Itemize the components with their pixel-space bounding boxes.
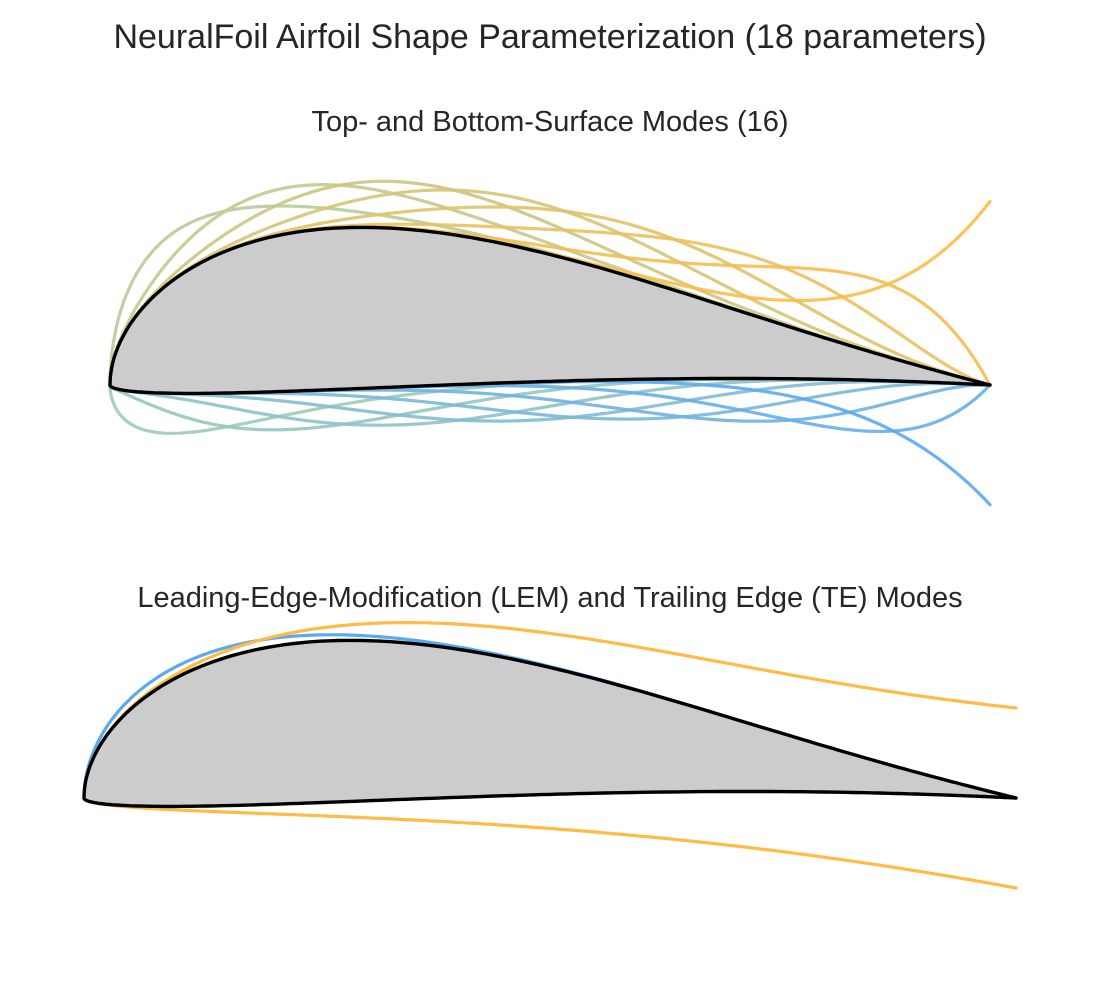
baseline-airfoil-top-panel xyxy=(108,225,992,396)
modes-panel-title: Top- and Bottom-Surface Modes (16) xyxy=(311,106,788,138)
lem-te-panel-title: Leading-Edge-Modification (LEM) and Trai… xyxy=(137,582,962,614)
bottom-surface-modes xyxy=(108,376,992,507)
lem-te-panel: Leading-Edge-Modification (LEM) and Trai… xyxy=(82,582,1018,890)
modes-panel: Top- and Bottom-Surface Modes (16) xyxy=(108,106,992,507)
figure-title: NeuralFoil Airfoil Shape Parameterizatio… xyxy=(113,18,986,56)
baseline-airfoil-lem-te-panel xyxy=(82,638,1018,809)
te-mode-lower-curve xyxy=(82,796,1018,890)
